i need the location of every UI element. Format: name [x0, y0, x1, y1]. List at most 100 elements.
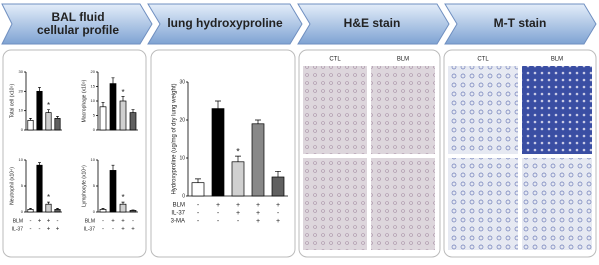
error-bar — [121, 201, 125, 205]
treatment-sign: + — [121, 219, 125, 225]
y-tick-label: 10 — [179, 155, 185, 161]
error-bar — [131, 209, 135, 211]
treatment-sign: - — [57, 219, 59, 225]
treatment-sign: + — [256, 202, 260, 209]
y-tick-label: 0 — [93, 127, 96, 132]
chevron — [297, 3, 450, 45]
bar — [119, 203, 127, 213]
treatment-sign: + — [47, 219, 51, 225]
error-bar — [56, 208, 59, 210]
treatment-label: IL-37 — [12, 226, 24, 232]
bar — [54, 209, 61, 213]
bar — [119, 100, 127, 131]
micrograph — [448, 158, 518, 250]
bar — [36, 164, 43, 213]
treatment-label: IL-37 — [84, 226, 96, 232]
bar — [231, 161, 245, 197]
error-bar — [111, 77, 115, 84]
chevron — [444, 3, 597, 45]
y-tick-label: 5 — [21, 183, 24, 188]
y-tick-label: 30 — [179, 79, 185, 85]
treatment-sign: - — [237, 218, 240, 225]
error-bar — [56, 116, 59, 119]
treatment-sign: + — [121, 227, 125, 233]
y-axis-label: Macrophage (x10⁵) — [81, 79, 87, 122]
mt-images: CTL BLM — [448, 57, 592, 250]
micrograph — [303, 158, 367, 250]
significance-star: * — [47, 101, 50, 110]
error-bar — [195, 178, 201, 183]
panel-title: BAL fluid cellular profile — [37, 10, 119, 37]
y-axis-label: Hydroxyproline (ug/mg of dry lung weight… — [172, 83, 178, 194]
treatment-sign: + — [216, 202, 220, 209]
he-images: CTL BLM — [303, 57, 435, 250]
bar — [27, 209, 34, 213]
treatment-sign: - — [217, 218, 220, 225]
bar — [99, 106, 107, 131]
treatment-sign: - — [102, 219, 104, 225]
headers: BAL fluid cellular profile lung hydroxypr… — [1, 3, 597, 45]
panel-frame — [2, 49, 147, 258]
panel-title: M-T stain — [494, 16, 547, 30]
bar — [191, 182, 205, 197]
treatment-sign: + — [131, 227, 135, 233]
significance-star: * — [121, 193, 124, 202]
bar — [129, 210, 137, 213]
error-bar — [38, 87, 41, 92]
treatment-sign: - — [197, 202, 200, 209]
bar — [211, 108, 225, 197]
treatment-sign: + — [236, 202, 240, 209]
y-tick-label: 0 — [21, 127, 24, 132]
panel-title: lung hydroxyproline — [167, 16, 283, 30]
error-bar — [47, 201, 50, 205]
error-bar — [38, 162, 41, 166]
error-bar — [121, 96, 125, 101]
treatment-sign: + — [276, 218, 280, 225]
bar — [129, 112, 137, 131]
panel-frame — [443, 49, 597, 258]
significance-star: * — [47, 193, 50, 202]
micrograph — [522, 158, 592, 250]
treatment-sign: - — [102, 227, 104, 233]
treatment-label: BLM — [85, 218, 95, 224]
significance-star: * — [236, 146, 240, 156]
error-bar — [101, 208, 105, 210]
bar — [27, 119, 34, 131]
y-axis-label: Total cell (x10⁵) — [9, 84, 15, 119]
y-axis-label: Lymphocyte (x10⁴) — [81, 165, 87, 207]
error-bar — [255, 119, 261, 124]
treatment-sign: + — [276, 202, 280, 209]
y-tick-label: 20 — [179, 117, 185, 123]
treatment-sign: - — [39, 227, 41, 233]
treatment-label: IL-37 — [171, 211, 185, 217]
bar — [109, 170, 117, 213]
significance-star: * — [121, 88, 124, 97]
y-tick-label: 5 — [93, 113, 96, 118]
treatment-sign: + — [256, 218, 260, 225]
treatment-label: 3-MA — [171, 219, 185, 225]
treatment-sign: - — [197, 218, 200, 225]
panel-frame — [150, 49, 296, 258]
y-tick-label: 0 — [93, 209, 96, 214]
y-tick-label: 10 — [91, 157, 96, 162]
panel-frame — [298, 49, 441, 258]
image-label: CTL — [329, 57, 341, 63]
image-label: BLM — [397, 57, 409, 63]
treatment-sign: - — [277, 210, 280, 217]
bar — [36, 90, 43, 131]
error-bar — [275, 170, 281, 177]
treatment-sign: - — [112, 227, 114, 233]
treatment-label: BLM — [173, 203, 185, 209]
y-tick-label: 0 — [182, 193, 185, 199]
y-tick-label: 10 — [19, 157, 24, 162]
treatment-sign: + — [111, 219, 115, 225]
y-tick-label: 5 — [93, 183, 96, 188]
bar — [109, 83, 117, 131]
error-bar — [29, 118, 32, 121]
error-bar — [215, 100, 221, 109]
error-bar — [47, 109, 50, 113]
treatment-sign: - — [217, 210, 220, 217]
treatment-sign: + — [38, 219, 42, 225]
image-label: BLM — [551, 57, 563, 63]
error-bar — [235, 155, 241, 162]
